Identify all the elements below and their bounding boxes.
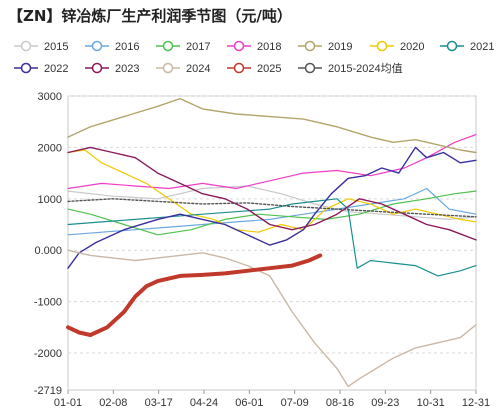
legend: 2015 2016 2017 2018 2019 2020 2021 2022 2023 2024… [14,40,494,75]
legend-marker [233,40,245,52]
legend-marker [162,40,174,52]
legend-item-2018: 2018 [227,40,281,53]
legend-marker [20,62,32,74]
y-tick-label: -1000 [34,297,62,309]
legend-marker [446,40,458,52]
legend-marker [20,40,32,52]
series-line-2019 [67,97,477,154]
series-line-2021 [67,198,477,277]
series-lines [66,97,477,388]
legend-label: 2015-2024均值 [328,62,403,75]
legend-label: 2017 [186,41,210,53]
x-tick-label: 03-17 [145,397,173,409]
y-tick-label: 1000 [38,194,62,206]
y-tick-label: -2719 [34,385,62,397]
x-axis: 01-01 02-08 03-17 04-24 06-01 07-09 08-16 09-23… [54,390,490,409]
legend-item-2019: 2019 [298,40,352,53]
legend-label: 2025 [257,63,281,75]
legend-label: 2021 [470,41,494,53]
x-tick-label: 12-31 [462,397,490,409]
y-tick-label: 2000 [38,142,62,154]
legend-label: 2016 [115,41,139,53]
legend-marker [233,62,245,74]
legend-item-2017: 2017 [156,40,210,53]
legend-marker [304,40,316,52]
y-axis: 3000 2000 1000 0.000 -1000 -2000 -2719 [34,91,62,397]
x-tick-label: 02-08 [99,397,127,409]
legend-item-2016: 2016 [85,40,139,53]
legend-label: 2018 [257,41,281,53]
y-tick-label: 3000 [38,91,62,103]
x-tick-label: 08-16 [326,397,354,409]
legend-marker [91,40,103,52]
series-line-2022 [67,146,477,269]
grid [67,95,477,391]
legend-item-2015: 2015 [14,40,68,53]
x-tick-label: 04-24 [190,397,218,409]
y-tick-label: 0.000 [34,245,62,257]
series-line-2017 [67,190,477,236]
legend-label: 2020 [400,41,424,53]
legend-marker [91,62,103,74]
x-tick-label: 01-01 [54,397,82,409]
legend-item-2015-2024均值: 2015-2024均值 [298,62,403,75]
legend-label: 2015 [44,41,68,53]
x-tick-label: 09-23 [371,397,399,409]
x-tick-label: 07-09 [281,397,309,409]
x-tick-label: 10-31 [417,397,445,409]
legend-marker [304,62,316,74]
legend-label: 2023 [115,63,139,75]
y-tick-label: -2000 [34,348,62,360]
series-line-2015-2024均值 [67,198,477,218]
series-line-2018 [67,134,477,190]
legend-item-2020: 2020 [370,40,424,53]
chart-title: 【ZN】锌冶炼厂生产利润季节图（元/吨） [8,7,292,25]
series-line-2015 [67,185,477,220]
x-tick-label: 06-01 [235,397,263,409]
legend-marker [162,62,174,74]
series-line-2023 [67,146,477,241]
legend-label: 2019 [328,41,352,53]
legend-item-2021: 2021 [440,40,494,53]
legend-label: 2024 [186,63,210,75]
series-line-2025 [66,253,323,337]
legend-item-2022: 2022 [14,62,68,75]
series-line-2024 [67,249,477,388]
series-line-2020 [67,149,477,233]
legend-item-2025: 2025 [227,62,281,75]
legend-marker [376,40,388,52]
legend-item-2023: 2023 [85,62,139,75]
legend-item-2024: 2024 [156,62,210,75]
legend-label: 2022 [44,63,68,75]
